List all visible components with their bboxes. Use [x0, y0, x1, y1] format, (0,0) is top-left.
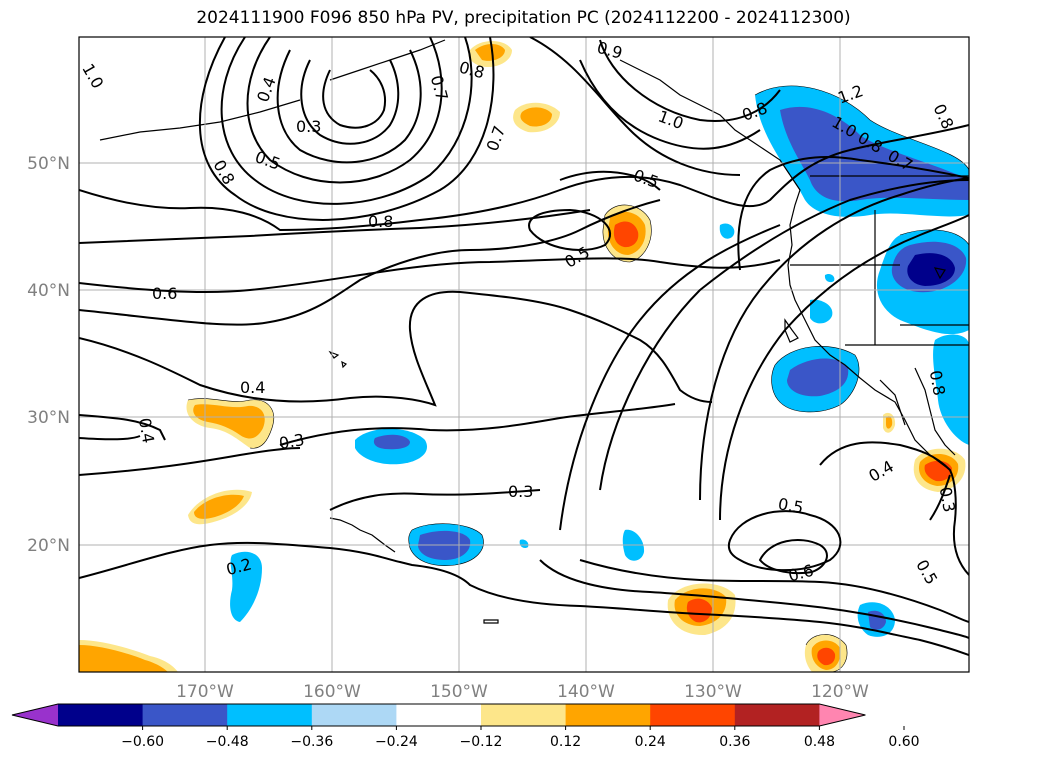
colorbar-segment — [143, 704, 228, 726]
contour-label: 0.4 — [240, 378, 265, 397]
colorbar: −0.60 −0.48 −0.36 −0.24 −0.12 0.12 0.24 0.36 0.4… — [12, 704, 920, 750]
lon-label-170w: 170°W — [176, 682, 234, 702]
lat-label-20n: 20°N — [27, 536, 70, 556]
colorbar-tick-label: −0.60 — [121, 734, 164, 750]
colorbar-tick-label: 0.48 — [804, 734, 835, 750]
colorbar-segment — [650, 704, 735, 726]
latitude-labels: 50°N 40°N 30°N 20°N — [27, 154, 70, 556]
lon-label-160w: 160°W — [303, 682, 361, 702]
lon-label-120w: 120°W — [811, 682, 869, 702]
colorbar-tick-label: −0.12 — [460, 734, 503, 750]
colorbar-tick-label: 0.24 — [635, 734, 666, 750]
colorbar-tick-label: −0.24 — [375, 734, 418, 750]
contour-label: 0.6 — [152, 284, 177, 303]
colorbar-segment — [227, 704, 312, 726]
lat-label-50n: 50°N — [27, 154, 70, 174]
colorbar-tick-label: 0.12 — [550, 734, 581, 750]
colorbar-segment — [735, 704, 820, 726]
colorbar-extend-low — [12, 704, 58, 726]
colorbar-extend-high — [819, 704, 865, 726]
colorbar-tick-label: 0.60 — [888, 734, 919, 750]
contour-label: 0.3 — [508, 482, 533, 501]
longitude-labels: 170°W 160°W 150°W 140°W 130°W 120°W — [176, 682, 869, 702]
colorbar-segment — [566, 704, 651, 726]
colorbar-segment — [312, 704, 397, 726]
contour-label: 0.3 — [296, 117, 321, 136]
lon-label-150w: 150°W — [430, 682, 488, 702]
lon-label-140w: 140°W — [557, 682, 615, 702]
colorbar-tick-label: 0.36 — [719, 734, 750, 750]
lat-label-30n: 30°N — [27, 408, 70, 428]
lat-label-40n: 40°N — [27, 281, 70, 301]
colorbar-segment — [58, 704, 143, 726]
lon-label-130w: 130°W — [684, 682, 742, 702]
colorbar-segment — [396, 704, 481, 726]
colorbar-tick-label: −0.48 — [206, 734, 249, 750]
contour-label: 0.8 — [368, 212, 393, 231]
colorbar-tick-label: −0.36 — [290, 734, 333, 750]
colorbar-segment — [481, 704, 566, 726]
